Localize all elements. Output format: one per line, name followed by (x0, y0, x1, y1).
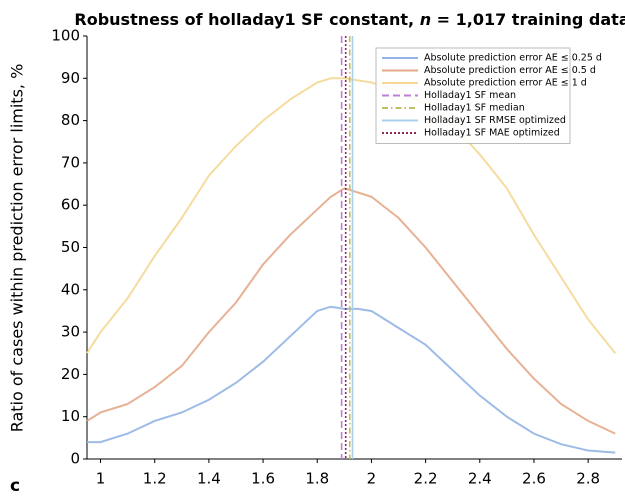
y-tick-label: 80 (61, 111, 80, 129)
panel-label: c (10, 476, 20, 496)
x-tick-label: 1.8 (305, 470, 329, 488)
y-tick-label: 0 (70, 450, 80, 468)
title-part: Robustness of holladay1 SF constant, (74, 10, 419, 29)
x-tick-label: 2.4 (468, 470, 492, 488)
chart-title: Robustness of holladay1 SF constant, n =… (74, 10, 625, 29)
y-tick-label: 70 (61, 153, 80, 171)
x-tick-label: 1.2 (143, 470, 167, 488)
legend-label: Holladay1 SF RMSE optimized (424, 115, 566, 126)
legend-label: Holladay1 SF median (424, 103, 525, 114)
y-tick-label: 100 (51, 27, 80, 45)
y-tick-label: 40 (61, 280, 80, 298)
legend-label: Absolute prediction error AE ≤ 1 d (424, 78, 587, 89)
y-tick-label: 60 (61, 196, 80, 214)
x-tick-label: 2.2 (414, 470, 438, 488)
y-tick-label: 10 (61, 407, 80, 425)
title-part: = 1,017 training data (431, 10, 625, 29)
x-tick-label: 1.6 (251, 470, 275, 488)
legend-label: Holladay1 SF MAE optimized (424, 128, 560, 139)
series-line (87, 305, 616, 454)
title-part: n (420, 10, 431, 29)
series-line (86, 187, 616, 435)
x-tick-label: 2.8 (576, 470, 600, 488)
legend-label: Absolute prediction error AE ≤ 0.5 d (424, 65, 596, 76)
y-tick-label: 30 (61, 323, 80, 341)
x-tick-label: 2 (367, 470, 377, 488)
series-line (86, 77, 617, 354)
y-tick-label: 20 (61, 365, 80, 383)
y-tick-label: 50 (61, 238, 80, 256)
y-axis-label: Ratio of cases within prediction error l… (8, 64, 27, 433)
x-tick-label: 1 (96, 470, 106, 488)
y-tick-label: 90 (61, 69, 80, 87)
legend-label: Absolute prediction error AE ≤ 0.25 d (424, 53, 602, 64)
x-tick-label: 1.4 (197, 470, 221, 488)
legend-label: Holladay1 SF mean (424, 90, 516, 101)
x-tick-label: 2.6 (522, 470, 546, 488)
